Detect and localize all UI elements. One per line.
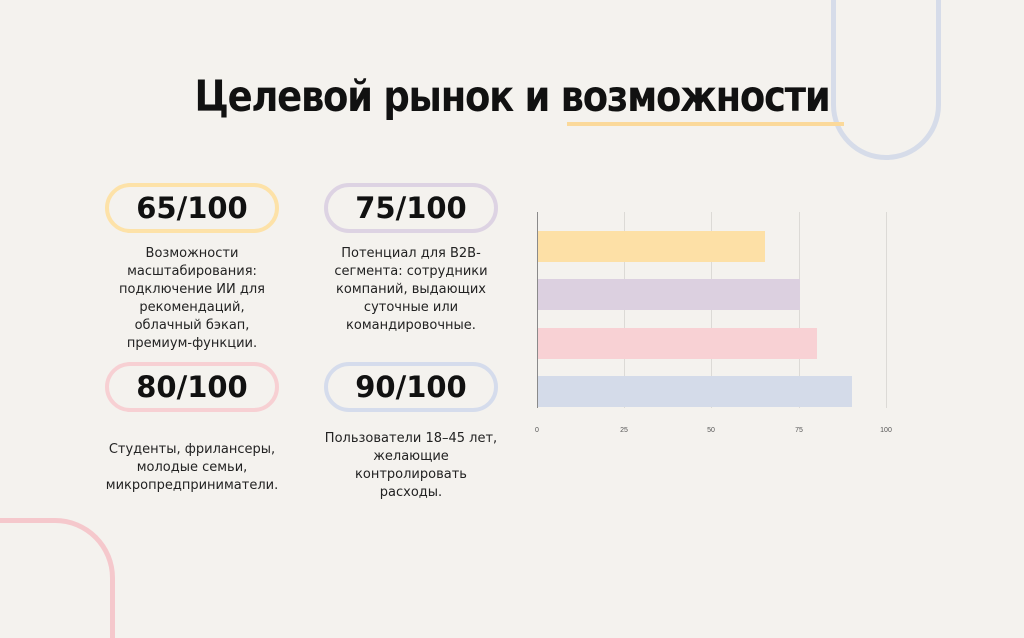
bar-b2b	[538, 279, 800, 310]
score-badge: 75/100	[324, 183, 498, 233]
gridline-50	[711, 212, 712, 408]
bar-scaling	[538, 231, 765, 262]
x-tick-label: 25	[620, 427, 628, 434]
score-badge: 65/100	[105, 183, 279, 233]
score-badge: 90/100	[324, 362, 498, 412]
x-tick-label: 0	[535, 427, 539, 434]
metric-card-b2b: 75/100 Потенциал для B2B-сегмента: сотру…	[321, 183, 501, 335]
metric-card-scaling: 65/100 Возможности масштабирования: подк…	[102, 183, 282, 353]
bar-users	[538, 376, 852, 407]
y-axis-line	[537, 212, 538, 408]
x-tick-label: 75	[795, 427, 803, 434]
card-description: Потенциал для B2B-сегмента: сотрудники к…	[334, 246, 488, 333]
gridline-25	[624, 212, 625, 408]
bar-chart: 0 25 50 75 100	[535, 212, 892, 442]
x-tick-label: 100	[880, 427, 892, 434]
metric-card-users: 90/100 Пользователи 18–45 лет, желающие …	[321, 362, 501, 502]
metric-card-students: 80/100 Студенты, фрилансеры, молодые сем…	[102, 362, 282, 495]
card-description: Возможности масштабирования: подключение…	[118, 246, 265, 351]
card-description: Студенты, фрилансеры, молодые семьи, мик…	[105, 442, 279, 493]
decorative-u-shape	[831, 0, 941, 160]
score-badge: 80/100	[105, 362, 279, 412]
card-description: Пользователи 18–45 лет, желающие контрол…	[324, 431, 498, 500]
page-title: Целевой рынок и возможности	[194, 72, 831, 122]
gridline-75	[799, 212, 800, 408]
gridline-100	[886, 212, 887, 408]
bar-students	[538, 328, 817, 359]
x-tick-label: 50	[707, 427, 715, 434]
title-underline	[567, 122, 844, 126]
decorative-corner-arc	[0, 518, 115, 638]
